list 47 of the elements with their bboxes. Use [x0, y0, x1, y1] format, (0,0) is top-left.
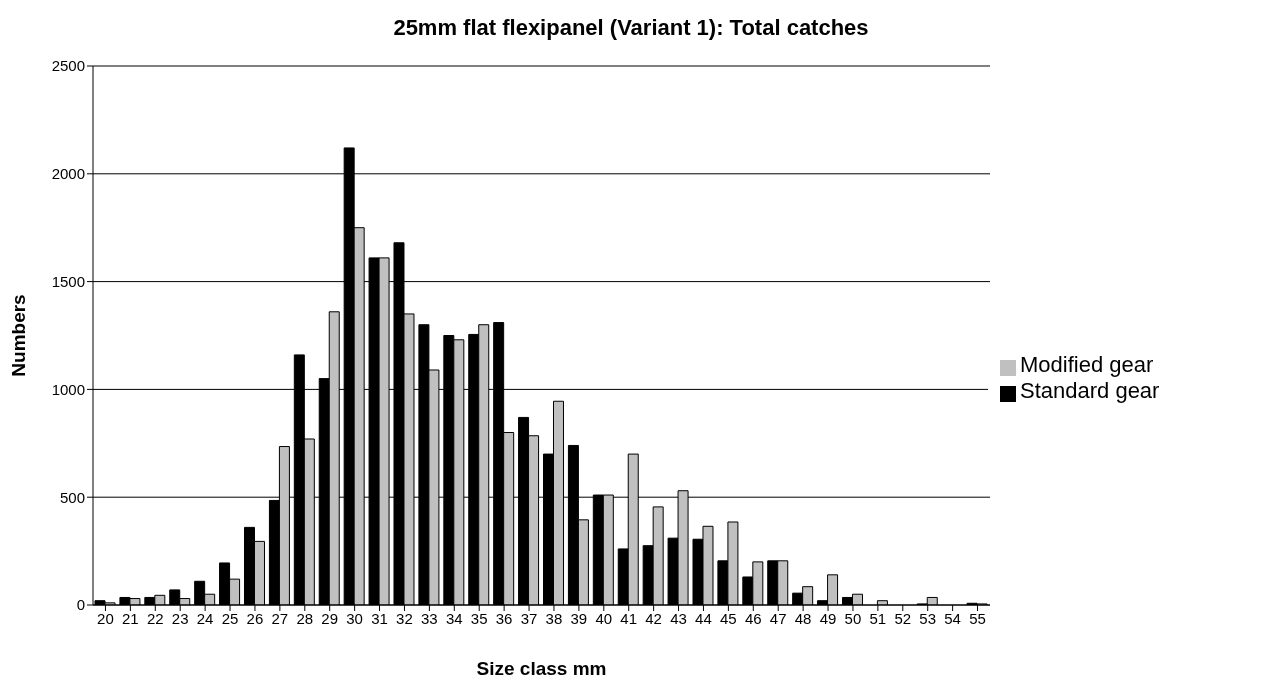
x-tick-label: 25 [221, 609, 239, 627]
x-tick-label: 53 [919, 609, 937, 627]
y-tick-label: 2000 [51, 165, 85, 183]
x-tick-label: 28 [296, 609, 314, 627]
x-tick-label: 21 [122, 609, 139, 627]
x-tick-label: 40 [595, 609, 613, 627]
x-tick-label: 50 [844, 609, 862, 627]
x-tick-label: 36 [495, 609, 513, 627]
x-tick-label: 51 [869, 609, 887, 627]
y-tick-label: 1500 [51, 272, 85, 290]
x-axis-title: Size class mm [476, 658, 607, 679]
x-tick-label: 37 [520, 609, 538, 627]
x-tick-label: 47 [769, 609, 787, 627]
x-tick-label: 31 [371, 609, 388, 627]
x-tick-label: 32 [396, 609, 413, 627]
x-tick-label: 30 [346, 609, 363, 627]
x-tick-label: 39 [570, 609, 588, 627]
x-tick-label: 29 [321, 609, 339, 627]
x-tick-label: 26 [246, 609, 264, 627]
x-tick-label: 55 [969, 609, 986, 627]
x-tick-label: 43 [670, 609, 687, 627]
x-tick-label: 54 [944, 609, 961, 627]
x-tick-label: 33 [421, 609, 438, 627]
x-tick-label: 20 [97, 609, 114, 627]
x-tick-label: 49 [819, 609, 837, 627]
x-tick-label: 42 [645, 609, 662, 627]
x-tick-label: 23 [171, 609, 189, 627]
y-tick-label: 500 [59, 488, 85, 506]
x-tick-label: 22 [146, 609, 164, 627]
chart-title: 25mm flat flexipanel (Variant 1): Total catches [392, 14, 870, 42]
x-tick-label: 34 [445, 609, 463, 627]
y-tick-label: 1000 [51, 380, 85, 398]
y-tick-label: 0 [76, 596, 85, 614]
x-tick-label: 41 [620, 609, 638, 627]
x-tick-label: 27 [271, 609, 289, 627]
x-tick-label: 24 [196, 609, 214, 627]
legend-label: Standard gear [1020, 378, 1160, 403]
y-axis-title: Numbers [7, 294, 29, 377]
x-tick-label: 48 [794, 609, 812, 627]
x-tick-label: 44 [695, 609, 712, 627]
y-tick-label: 2500 [51, 57, 85, 75]
x-tick-label: 52 [894, 609, 912, 627]
x-tick-label: 45 [720, 609, 737, 627]
x-tick-label: 38 [545, 609, 563, 627]
legend-label: Modified gear [1020, 352, 1154, 377]
x-tick-label: 35 [470, 609, 488, 627]
x-tick-label: 46 [744, 609, 762, 627]
